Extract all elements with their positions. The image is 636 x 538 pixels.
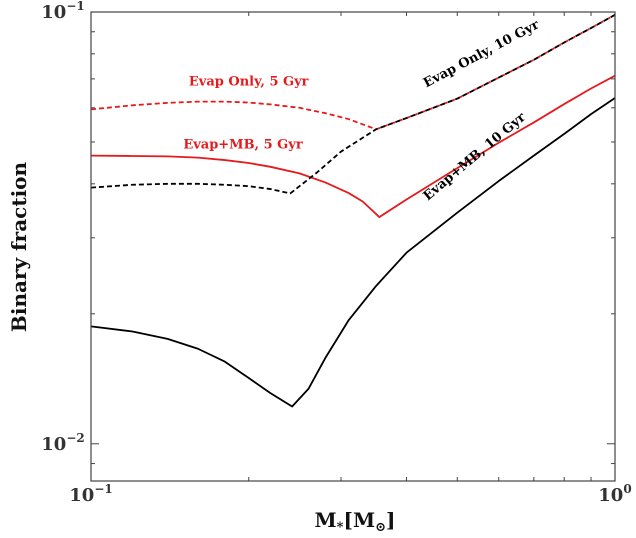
series-line-2	[90, 74, 616, 218]
x-axis-label-unit-close: ]	[386, 508, 395, 532]
axis-ticks: 10−1 100 10−2 10−1	[41, 0, 631, 506]
annotations: Evap Only, 5 Gyr Evap+MB, 5 Gyr Evap Only,…	[183, 17, 542, 204]
x-tick-label: 100	[598, 482, 631, 506]
annotation-label: Evap+MB, 5 Gyr	[183, 138, 303, 153]
series-line-1	[90, 14, 616, 131]
x-axis-label-unit-sub: ⊙	[375, 520, 386, 535]
series-line-3	[90, 14, 616, 195]
annotation-label: Evap Only, 10 Gyr	[421, 17, 542, 91]
x-tick-label: 10−1	[69, 482, 112, 506]
y-tick-label: 10−2	[41, 431, 84, 455]
annotation-label: Evap+MB, 10 Gyr	[421, 110, 529, 204]
annotation-label: Evap Only, 5 Gyr	[189, 75, 309, 90]
series-line-4	[90, 97, 616, 408]
y-axis-label: Binary fraction	[7, 161, 31, 332]
x-axis-label-unit-open: [M	[343, 508, 375, 532]
y-tick-label: 10−1	[41, 0, 84, 23]
x-axis-label: M*[M⊙]	[315, 508, 396, 535]
series-lines	[90, 14, 616, 408]
plot-frame	[90, 11, 616, 482]
x-axis-label-sub: *	[337, 520, 344, 535]
x-axis-label-main: M	[315, 508, 337, 532]
